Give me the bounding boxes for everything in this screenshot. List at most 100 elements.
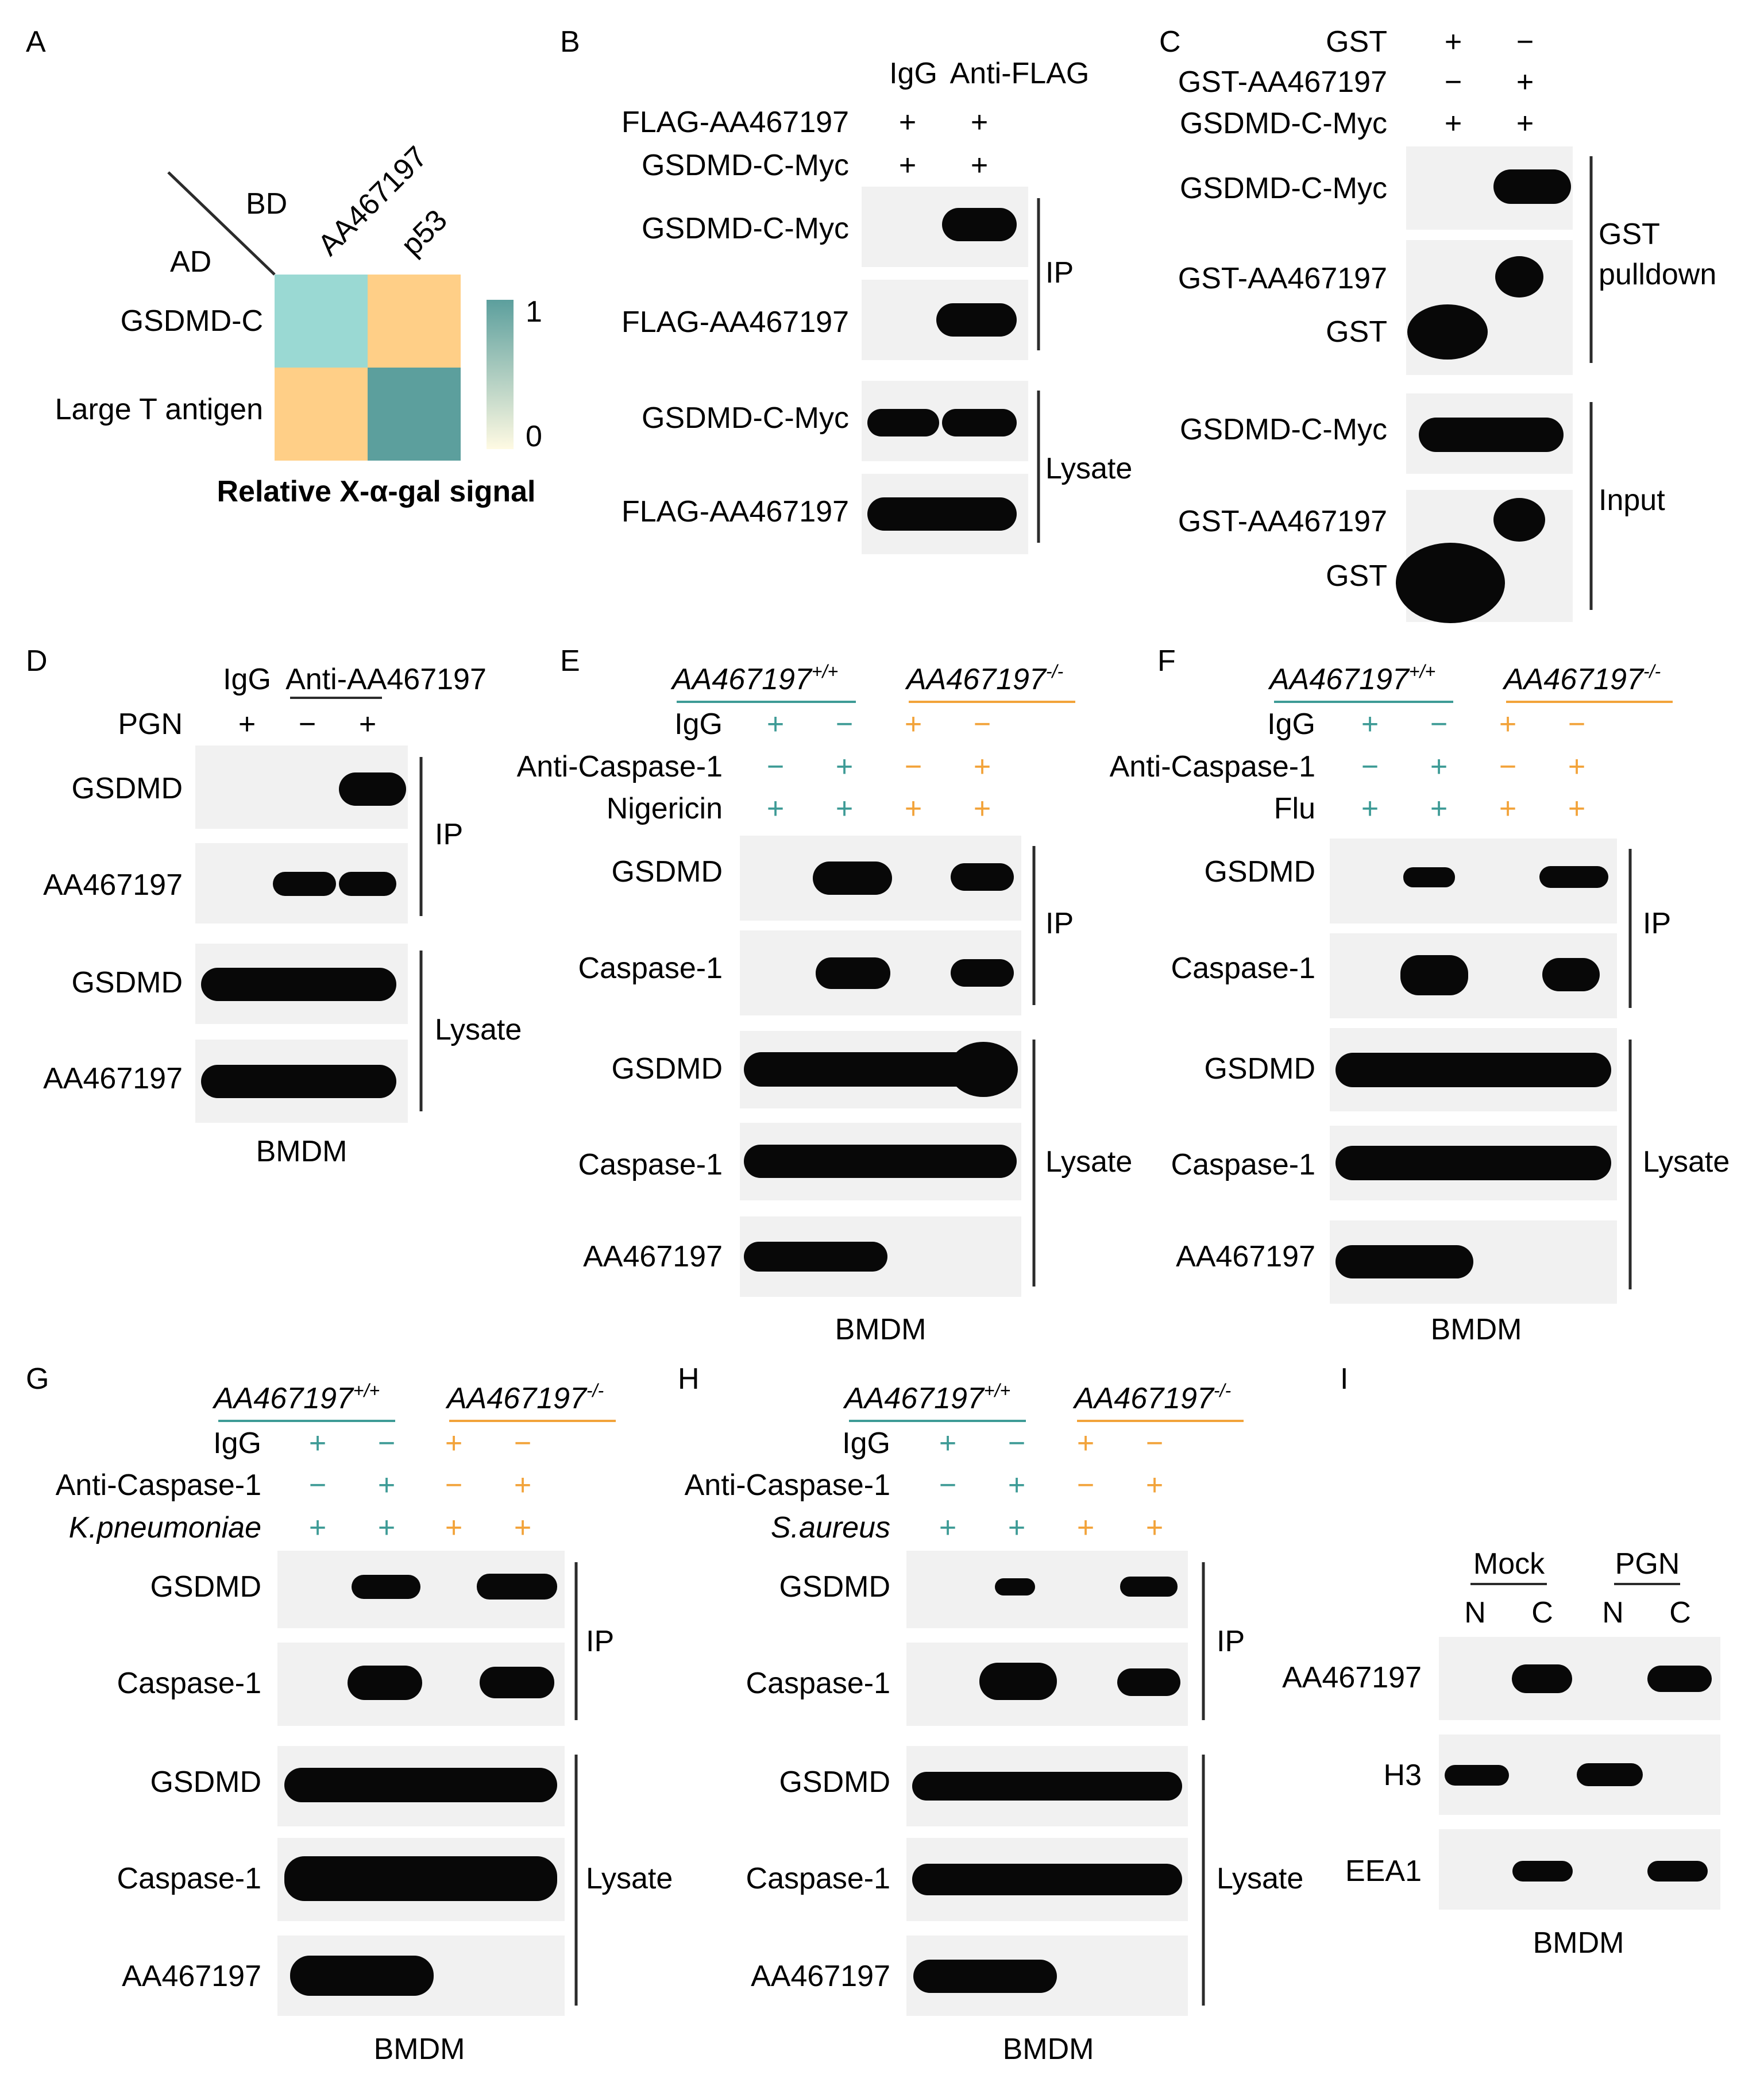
blot-label: GST-AA467197 [1178,262,1387,295]
blot-label: AA467197 [1282,1661,1422,1694]
condition-sign: − [1499,750,1516,783]
blot-band [284,1768,557,1802]
blot-label: GSDMD [1204,1052,1315,1085]
panel-footer: BMDM [374,2033,465,2066]
blot-label: GSDMD [611,855,723,888]
condition-label: IgG [213,1427,261,1460]
panel-g: G AA467197+/+ AA467197-/- IgG Anti-Caspa… [26,1362,673,2066]
condition-label: S.aureus [771,1511,890,1544]
heatmap-column-label-2: p53 [395,203,453,262]
condition-sign: − [1146,1427,1163,1460]
blot-label: GSDMD [611,1052,723,1085]
group-label-pulldown: pulldown [1599,258,1716,291]
group-label-gst: GST [1599,218,1660,251]
blot-band [290,1956,434,1996]
blot-band [1335,1245,1473,1278]
condition-sign: − [1077,1469,1094,1502]
lane-header-anti-aa467197: Anti-AA467197 [285,663,487,696]
panel-e: E AA467197+/+ AA467197-/- IgG Anti-Caspa… [517,644,1133,1346]
panel-d-letter: D [26,644,48,678]
blot-band [1493,498,1545,542]
heatmap-colorbar [487,300,514,449]
heatmap-cell [275,368,368,461]
condition-sign: + [836,792,853,825]
blot-band [1512,1861,1573,1882]
condition-sign: − [1008,1427,1025,1460]
condition-sign: + [1516,107,1534,140]
blot-band [1120,1577,1178,1597]
condition-sign: − [1430,708,1448,741]
condition-sign: + [1008,1469,1025,1502]
blot-band [1407,304,1488,360]
blot-band [201,968,396,1001]
lane-header-igg: IgG [889,57,937,90]
heatmap-row-label-1: GSDMD-C [121,304,263,338]
blot-label: AA467197 [43,868,183,902]
condition-sign: − [378,1427,395,1460]
group-label-lysate: Lysate [1045,452,1132,485]
panel-d: D IgG Anti-AA467197 PGN + − + GSDMD AA46… [26,644,522,1168]
fraction-label: N [1602,1596,1624,1629]
blot-label: AA467197 [122,1960,261,1993]
condition-label: PGN [118,708,183,741]
blot-band [1647,1861,1708,1882]
blot-label: Caspase-1 [1171,952,1315,985]
blot-band [744,1242,887,1272]
blot-label: Caspase-1 [578,1148,723,1181]
blot-band [936,303,1017,337]
condition-signs: + − + − − + − + + + + + [1361,708,1585,825]
blot-band [348,1666,422,1700]
group-label-lysate: Lysate [1217,1862,1303,1895]
blot-band [949,1042,1018,1097]
blot-band [339,772,406,806]
blot-label: Caspase-1 [117,1862,261,1895]
condition-sign: + [939,1427,956,1460]
panel-footer: BMDM [1533,1926,1624,1960]
condition-label: Anti-Caspase-1 [517,750,723,783]
condition-sign: − [299,708,316,741]
genotype-ko-label: AA467197-/- [1502,661,1661,696]
blot-label: FLAG-AA467197 [622,495,849,528]
condition-sign: − [836,708,853,741]
condition-sign: + [1077,1511,1094,1544]
blot-band [477,1574,557,1600]
blot-band [1445,1765,1509,1786]
blot-band [201,1065,396,1098]
panel-footer: BMDM [1431,1313,1522,1346]
condition-sign: + [1568,792,1585,825]
panel-footer: BMDM [1003,2033,1094,2066]
blot-label: Caspase-1 [1171,1148,1315,1181]
heatmap-cells [275,275,461,461]
heatmap-bd-label: BD [246,187,287,221]
condition-sign: − [767,750,784,783]
panel-c-letter: C [1159,25,1181,59]
condition-sign: + [378,1469,395,1502]
blot-label: AA467197 [583,1240,723,1273]
panel-b-letter: B [560,25,580,59]
genotype-wt-label: AA467197+/+ [212,1380,380,1415]
condition-sign: − [309,1469,326,1502]
condition-sign: + [1146,1511,1163,1544]
condition-sign: + [445,1427,462,1460]
panel-c: C GST + − GST-AA467197 − + GSDMD-C-Myc +… [1159,25,1716,623]
genotype-wt-label: AA467197+/+ [843,1380,1010,1415]
panel-i-letter: I [1340,1362,1348,1396]
condition-sign: − [1568,708,1585,741]
condition-sign: + [514,1511,531,1544]
condition-sign: + [514,1469,531,1502]
blot-label: GSDMD-C-Myc [1180,413,1387,446]
blot-band [1539,866,1608,888]
blot-band [1542,958,1600,991]
panel-h-letter: H [678,1362,700,1396]
blot-band [1495,256,1543,298]
blot-label: FLAG-AA467197 [622,306,849,339]
blot-label: Caspase-1 [746,1667,890,1700]
condition-sign: + [1568,750,1585,783]
condition-sign: + [899,149,916,182]
panel-a-letter: A [26,25,46,59]
condition-sign: + [1445,25,1462,59]
group-label-input: Input [1599,484,1665,517]
blot-label: GSDMD [150,1570,261,1604]
condition-sign: − [1445,65,1462,99]
